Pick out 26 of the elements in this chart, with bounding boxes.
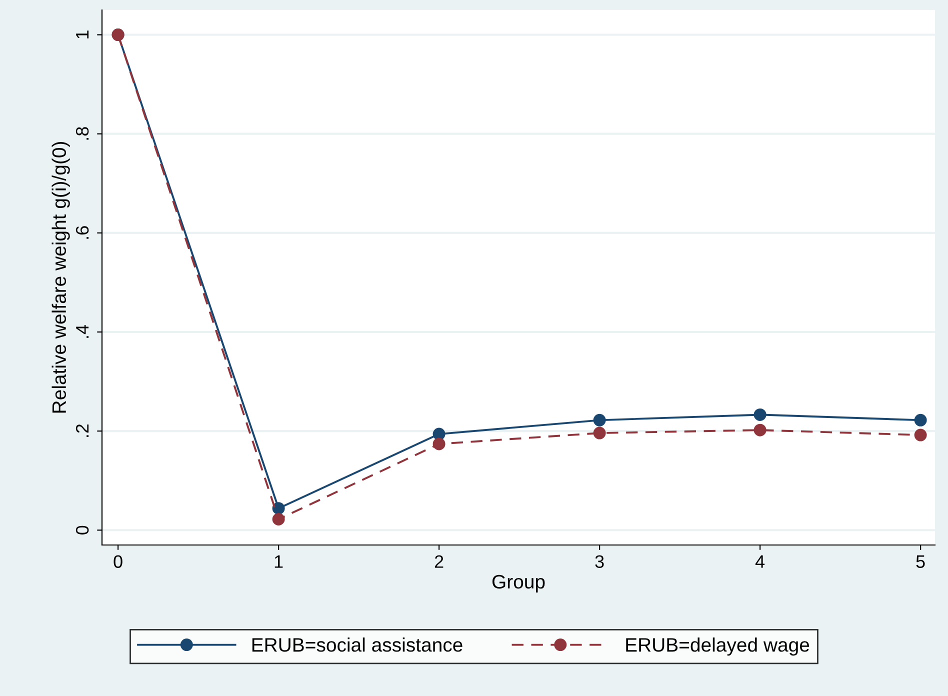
point [754, 424, 766, 436]
y-axis-title: Relative welfare weight g(i)/g(0) [52, 142, 70, 413]
point [754, 408, 766, 421]
point [593, 426, 606, 440]
x-tick-label: 3 [595, 555, 604, 568]
legend-label: ERUB=social assistance [252, 638, 462, 652]
y-tick-label: .6 [76, 226, 89, 239]
x-tick-label: 5 [916, 555, 925, 568]
y-tick-label: .2 [76, 424, 89, 437]
point [593, 414, 606, 426]
y-tick-label: .8 [76, 127, 89, 140]
y-tick-label: 0 [76, 526, 89, 534]
point [272, 512, 285, 526]
point [432, 438, 446, 450]
y-tick-label: 1 [76, 30, 89, 38]
point [272, 502, 285, 515]
x-tick-label: 1 [274, 555, 283, 568]
y-tick-label: .4 [76, 324, 89, 338]
point [432, 428, 446, 440]
point [914, 428, 927, 442]
legend-label: ERUB=delayed wage [626, 638, 810, 656]
x-tick-label: 2 [434, 555, 444, 568]
x-tick-label: 0 [114, 555, 122, 568]
point [914, 414, 927, 426]
x-axis-title: Group [492, 574, 545, 592]
x-tick-label: 4 [755, 555, 765, 568]
